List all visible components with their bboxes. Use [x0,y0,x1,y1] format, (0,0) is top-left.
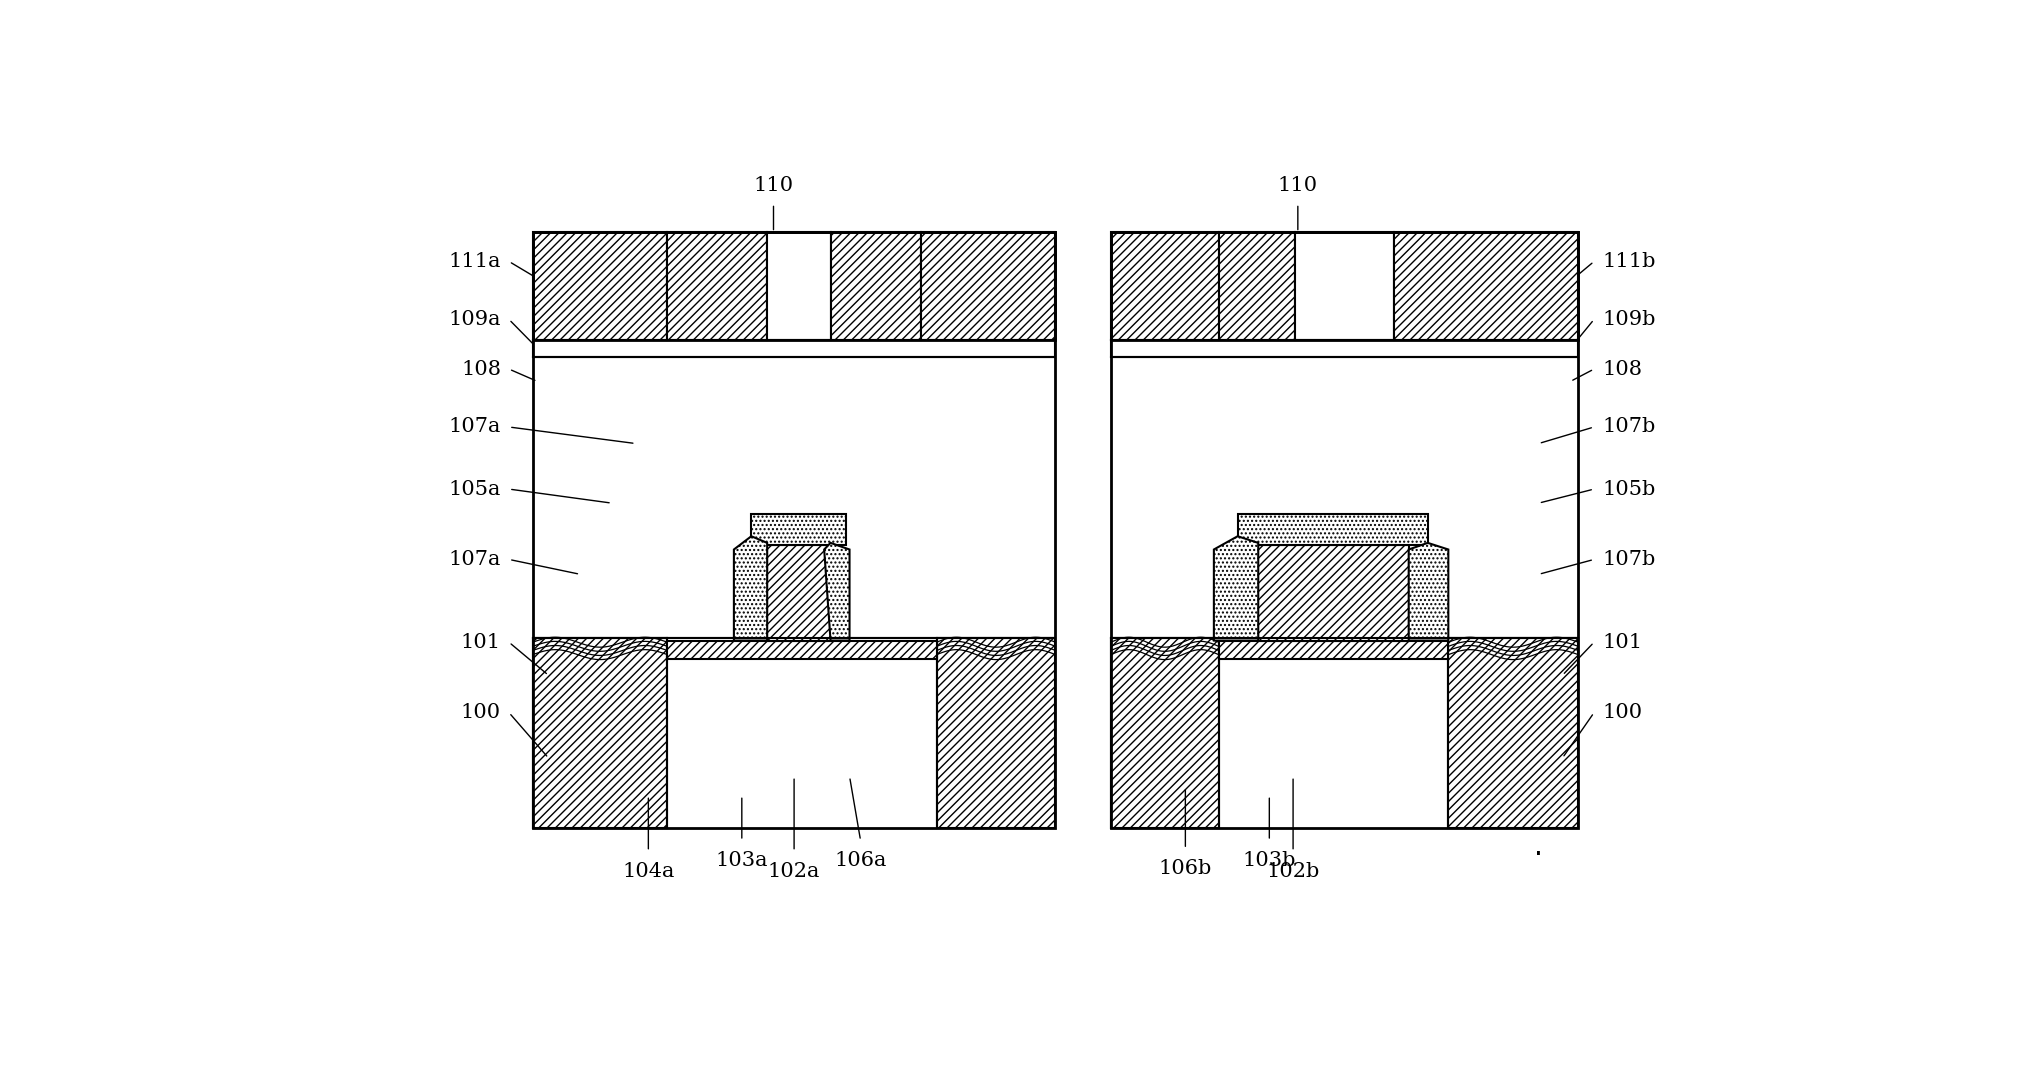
Text: 102b: 102b [1267,861,1320,880]
Bar [752,514,846,545]
Bar [533,232,1055,829]
Bar [533,232,666,340]
Text: 108: 108 [462,359,501,378]
Bar [533,639,1055,659]
Bar [1112,639,1218,829]
Text: 105a: 105a [450,479,501,499]
Bar [830,232,920,340]
Text: 109a: 109a [448,310,501,329]
Text: 107b: 107b [1602,417,1656,436]
Polygon shape [824,543,850,641]
Text: 110: 110 [1278,176,1318,196]
Text: 108: 108 [1602,359,1641,378]
Text: 103a: 103a [715,850,769,870]
Text: 106b: 106b [1159,859,1212,878]
Bar [533,639,1055,829]
Text: 107b: 107b [1602,550,1656,569]
Bar [1112,340,1578,357]
Bar [1112,232,1578,340]
Bar [1294,232,1394,340]
Bar [533,232,1055,340]
Bar [666,639,936,829]
Text: 101: 101 [1602,633,1641,651]
Bar [936,639,1055,829]
Polygon shape [1214,536,1259,641]
Text: 105b: 105b [1602,479,1656,499]
Bar [1259,545,1408,641]
Bar [1239,514,1427,545]
Text: 107a: 107a [450,417,501,436]
Text: 104a: 104a [621,861,675,880]
Polygon shape [1408,543,1449,641]
Bar [1112,639,1578,659]
Text: 102a: 102a [769,861,820,880]
Polygon shape [734,536,766,641]
Text: 106a: 106a [834,850,887,870]
Bar [1394,232,1578,340]
Text: 111a: 111a [448,252,501,271]
Bar [1112,232,1578,829]
Bar [1218,639,1449,829]
Bar [666,641,936,659]
Text: 110: 110 [754,176,793,196]
Bar [533,639,666,829]
Text: .: . [1535,833,1543,861]
Bar [920,232,1055,340]
Text: 107a: 107a [450,550,501,569]
Text: 103b: 103b [1243,850,1296,870]
Bar [766,545,830,641]
Bar [1112,639,1578,829]
Bar [766,232,830,340]
Text: 101: 101 [460,633,501,651]
Bar [533,340,1055,357]
Text: 100: 100 [1602,703,1641,722]
Bar [1112,232,1218,340]
Bar [1218,641,1449,659]
Bar [666,232,766,340]
Bar [1218,232,1294,340]
Text: 111b: 111b [1602,252,1656,271]
Bar [1449,639,1578,829]
Text: 100: 100 [460,703,501,722]
Text: 109b: 109b [1602,310,1656,329]
